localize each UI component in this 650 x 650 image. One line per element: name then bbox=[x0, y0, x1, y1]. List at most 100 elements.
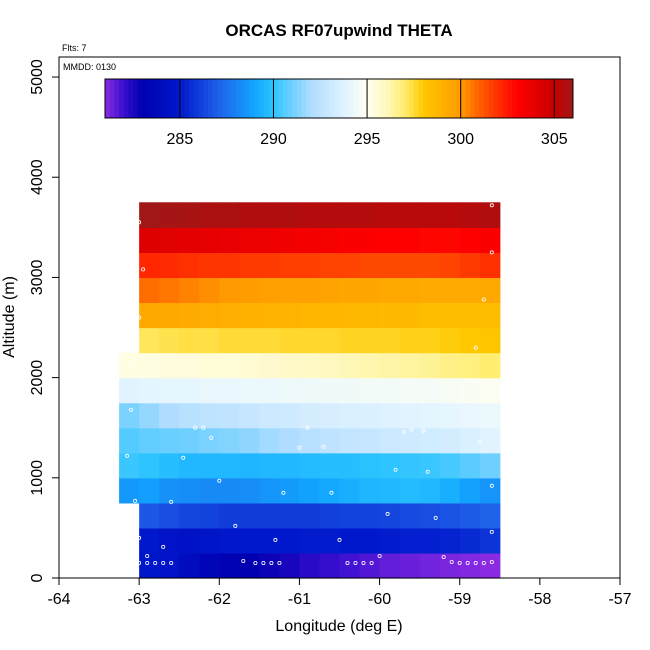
observation-point bbox=[421, 428, 426, 433]
heatmap-cell bbox=[139, 527, 160, 554]
colorbar-segment bbox=[516, 79, 523, 118]
colorbar-segment bbox=[343, 79, 349, 118]
heatmap-cell bbox=[439, 327, 461, 354]
heatmap-cell bbox=[279, 327, 301, 354]
observation-point bbox=[277, 561, 282, 566]
colorbar-segment bbox=[367, 79, 373, 118]
colorbar-segment bbox=[437, 79, 443, 118]
colorbar-segment bbox=[399, 79, 406, 118]
colorbar: 285 290 295 300 305 bbox=[104, 78, 574, 148]
colorbar-segment bbox=[306, 79, 312, 118]
heatmap-cell bbox=[299, 327, 321, 354]
heatmap-cell bbox=[319, 327, 341, 354]
colorbar-segment bbox=[470, 79, 476, 118]
heatmap-cell bbox=[319, 227, 341, 253]
heatmap-cell bbox=[119, 402, 140, 429]
heatmap-cell bbox=[319, 502, 341, 529]
observation-point bbox=[161, 544, 166, 549]
colorbar-segment bbox=[423, 79, 429, 118]
colorbar-segment bbox=[119, 79, 125, 118]
heatmap-cell bbox=[279, 377, 301, 404]
colorbar-segment bbox=[217, 79, 223, 118]
colorbar-segment bbox=[222, 79, 228, 118]
observation-point bbox=[125, 453, 130, 458]
heatmap-cell bbox=[319, 477, 341, 504]
heatmap-cell bbox=[359, 452, 381, 479]
heatmap-cell bbox=[299, 402, 321, 429]
colorbar-segment bbox=[231, 79, 237, 118]
x-tick-label: -57 bbox=[608, 591, 631, 608]
heatmap-cell bbox=[199, 352, 220, 379]
heatmap-cell bbox=[179, 202, 200, 228]
heatmap-cell bbox=[479, 552, 501, 579]
observation-point bbox=[337, 537, 342, 542]
heatmap-cell bbox=[279, 477, 301, 504]
colorbar-segment bbox=[245, 79, 251, 118]
heatmap-cell bbox=[399, 552, 421, 579]
heatmap-cell bbox=[399, 202, 421, 228]
heatmap-cell bbox=[239, 427, 260, 454]
colorbar-segment bbox=[123, 79, 129, 118]
heatmap-cell bbox=[479, 227, 501, 253]
heatmap-cell bbox=[139, 327, 160, 354]
heatmap-cell bbox=[399, 477, 421, 504]
colorbar-segment bbox=[404, 79, 410, 118]
observation-point bbox=[489, 250, 494, 255]
heatmap-cell bbox=[419, 227, 441, 253]
x-tick-label: -62 bbox=[208, 591, 231, 608]
heatmap-cell bbox=[159, 477, 180, 504]
heatmap-cell bbox=[379, 477, 401, 504]
colorbar-segment bbox=[254, 79, 260, 118]
colorbar-segment bbox=[226, 79, 232, 118]
heatmap-cell bbox=[439, 352, 461, 379]
heatmap-cell bbox=[399, 427, 421, 454]
heatmap-cell bbox=[239, 327, 260, 354]
heatmap-cell bbox=[439, 227, 461, 253]
colorbar-segment bbox=[273, 79, 279, 118]
y-tick-label: 3000 bbox=[29, 260, 46, 296]
heatmap-cell bbox=[359, 377, 381, 404]
heatmap-cell bbox=[419, 352, 441, 379]
heatmap-cell bbox=[159, 377, 180, 404]
heatmap-cell bbox=[359, 427, 381, 454]
colorbar-segment bbox=[278, 79, 284, 118]
heatmap-cell bbox=[479, 502, 501, 529]
heatmap-cell bbox=[299, 202, 321, 228]
heatmap-cell bbox=[159, 552, 180, 579]
heatmap-cell bbox=[299, 552, 321, 579]
heatmap-cell bbox=[199, 427, 220, 454]
heatmap-cell bbox=[319, 277, 341, 304]
flights-annotation: Flts: 7 bbox=[62, 43, 87, 53]
heatmap-cell bbox=[199, 477, 220, 504]
colorbar-segment bbox=[371, 79, 377, 118]
heatmap-cell bbox=[199, 402, 220, 429]
colorbar-segment bbox=[329, 79, 335, 118]
heatmap-cell bbox=[199, 252, 220, 279]
colorbar-segment bbox=[207, 79, 214, 118]
observation-point bbox=[129, 363, 134, 368]
heatmap-cell bbox=[159, 502, 180, 529]
heatmap-cell bbox=[439, 527, 461, 554]
colorbar-segment bbox=[128, 79, 134, 118]
heatmap-cell bbox=[339, 302, 361, 329]
observation-point bbox=[481, 297, 486, 302]
heatmap-cell bbox=[459, 252, 481, 279]
observation-point bbox=[489, 529, 494, 534]
observation-point bbox=[377, 554, 382, 559]
heatmap-cell bbox=[239, 352, 260, 379]
colorbar-segment bbox=[362, 79, 368, 118]
colorbar-segment bbox=[418, 79, 424, 118]
heatmap-cell bbox=[239, 252, 260, 279]
colorbar-segment bbox=[259, 79, 265, 118]
heatmap-cell bbox=[179, 502, 200, 529]
observation-point bbox=[345, 561, 350, 566]
observation-point bbox=[137, 315, 142, 320]
observation-point bbox=[385, 511, 390, 516]
heatmap-cell bbox=[439, 552, 461, 579]
heatmap-cell bbox=[139, 277, 160, 304]
plot-frame bbox=[58, 56, 621, 579]
heatmap-cell bbox=[299, 477, 321, 504]
colorbar-segment bbox=[147, 79, 153, 118]
heatmap-cell bbox=[159, 227, 180, 253]
observation-point bbox=[217, 478, 222, 483]
